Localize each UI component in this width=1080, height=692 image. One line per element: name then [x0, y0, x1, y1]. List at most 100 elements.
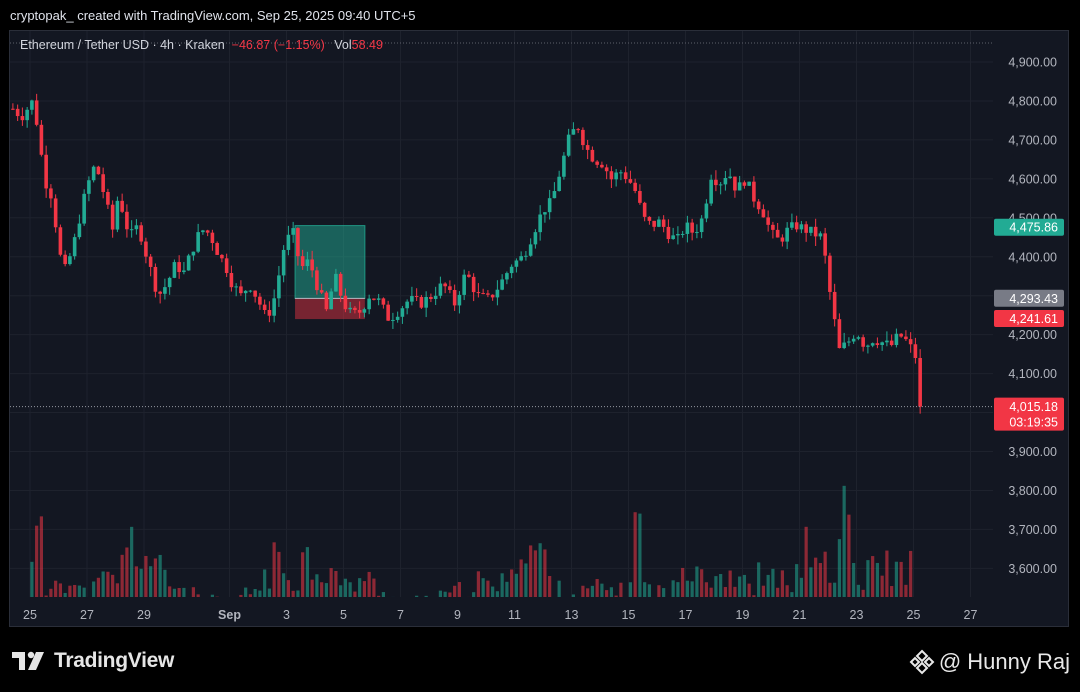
candle-body [785, 227, 789, 242]
candle-body [148, 256, 153, 267]
candle-body [391, 319, 395, 321]
volume-bar [130, 526, 134, 597]
volume-bar [676, 582, 680, 597]
x-tick-label: 29 [137, 608, 151, 622]
x-tick-label: 25 [907, 608, 921, 622]
candle-body [77, 223, 82, 238]
candle-body [405, 301, 409, 309]
volume-bar [491, 586, 495, 597]
candle-body [367, 298, 371, 310]
volume-bar [49, 588, 53, 597]
candle-body [875, 343, 880, 346]
volume-bar [457, 582, 461, 597]
candle-body [134, 225, 139, 230]
candle-body [538, 214, 542, 233]
candle-body [338, 273, 343, 296]
volume-bar [614, 595, 618, 597]
candle-body [424, 296, 428, 308]
volume-bar [77, 585, 81, 597]
candle-body [381, 298, 386, 305]
volume-bar [595, 579, 599, 597]
symbol-label[interactable]: Ethereum / Tether USD · 4h · Kraken [20, 38, 225, 52]
candle-body [737, 182, 742, 191]
volume-bar [861, 589, 865, 597]
candle-body [277, 275, 281, 299]
candle-body [30, 100, 34, 110]
volume-bar [875, 562, 879, 597]
candle-body [68, 256, 72, 265]
volume-bar [115, 583, 119, 597]
candle-body [58, 227, 63, 255]
candle-body [704, 203, 709, 219]
candle-body [528, 244, 533, 256]
x-tick-label: 9 [454, 608, 461, 622]
x-tick-label: 3 [283, 608, 290, 622]
candle-body [908, 339, 913, 345]
volume-bar [548, 575, 552, 597]
candle-body [386, 304, 390, 321]
volume-bar [633, 512, 637, 597]
candle-body [647, 216, 652, 221]
candle-body [638, 191, 642, 203]
candle-body [918, 357, 922, 407]
candle-body [690, 222, 694, 233]
candle-body [509, 266, 514, 274]
candle-body [718, 184, 723, 186]
candle-body [851, 338, 856, 342]
volume-bar [54, 580, 58, 597]
candle-body [220, 254, 224, 259]
candle-body [899, 333, 903, 337]
candle-body [353, 307, 357, 311]
candle-body [500, 279, 504, 290]
x-tick-label: 27 [80, 608, 94, 622]
last-price-tag [994, 397, 1064, 431]
candle-body [129, 229, 134, 231]
chart-frame[interactable] [9, 30, 1069, 627]
volume-bar [476, 571, 480, 597]
volume-bar [738, 576, 742, 597]
candlestick-chart[interactable]: 3,600.003,700.003,800.003,900.004,000.00… [0, 0, 1080, 640]
volume-bar [842, 485, 846, 597]
candle-body [728, 176, 732, 178]
candle-body [357, 310, 362, 313]
volume-bar [343, 578, 347, 597]
volume-bar [149, 566, 153, 597]
watermark-text: @ Hunny Raj [938, 649, 1070, 674]
candle-body [158, 291, 162, 294]
volume-bar [168, 586, 172, 597]
volume-bar [514, 573, 518, 597]
volume-bar [619, 582, 623, 597]
volume-value: 58.49 [351, 38, 383, 52]
candle-body [904, 336, 908, 340]
volume-bar [44, 595, 48, 597]
candle-body [756, 201, 761, 210]
candle-body [870, 343, 875, 346]
volume-bar [438, 590, 442, 597]
volume-layer [30, 485, 913, 597]
volume-bar [761, 585, 765, 597]
volume-bar [372, 578, 376, 597]
volume-bar [443, 591, 447, 597]
candle-body [562, 155, 566, 177]
x-tick-label: 21 [793, 608, 807, 622]
volume-bar [776, 587, 780, 597]
volume-bar [866, 560, 870, 597]
candle-body [414, 296, 419, 298]
candle-body [476, 292, 481, 294]
volume-bar [780, 570, 784, 597]
footer-bar: TradingView @ Hunny Raj [0, 640, 1080, 682]
volume-bar [73, 584, 77, 597]
candle-body [410, 296, 414, 302]
volume-bar [609, 587, 613, 597]
candle-body [243, 290, 248, 294]
candle-body [310, 259, 314, 271]
tradingview-logo[interactable]: TradingView [12, 648, 174, 674]
candle-body [913, 344, 918, 358]
candle-body [804, 224, 808, 233]
candle-body [182, 270, 186, 273]
volume-bar [885, 550, 889, 597]
chart-legend[interactable]: Ethereum / Tether USD · 4h · Kraken −46.… [20, 37, 383, 53]
candle-body [699, 218, 704, 233]
volume-bar [253, 588, 257, 597]
volume-bar [690, 581, 694, 597]
